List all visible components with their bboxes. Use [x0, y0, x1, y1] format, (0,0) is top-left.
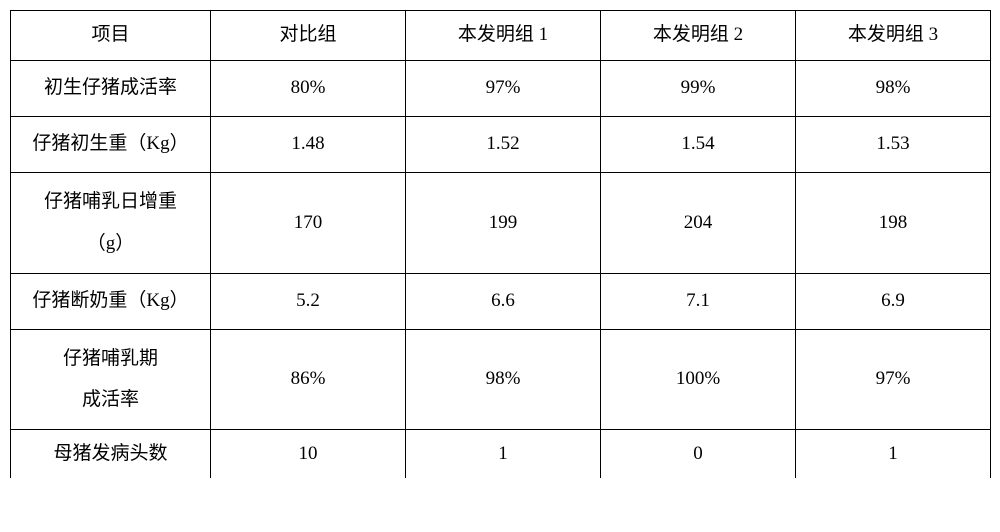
row-value: 1.52: [406, 117, 601, 173]
row-value: 99%: [601, 61, 796, 117]
row-label-line1: 仔猪哺乳期: [63, 348, 158, 369]
row-value: 0: [601, 430, 796, 478]
header-cell-2: 本发明组 1: [406, 11, 601, 61]
row-value: 6.9: [796, 273, 991, 329]
row-value: 80%: [211, 61, 406, 117]
row-value: 1.48: [211, 117, 406, 173]
header-cell-4: 本发明组 3: [796, 11, 991, 61]
header-cell-1: 对比组: [211, 11, 406, 61]
table-row: 母猪发病头数 10 1 0 1: [11, 430, 991, 478]
row-label-line2: 成活率: [82, 389, 139, 410]
row-value: 1: [796, 430, 991, 478]
header-cell-0: 项目: [11, 11, 211, 61]
table-row: 初生仔猪成活率 80% 97% 99% 98%: [11, 61, 991, 117]
row-label: 仔猪初生重（Kg）: [11, 117, 211, 173]
row-label-line1: 仔猪哺乳日增重: [44, 191, 177, 212]
row-value: 98%: [406, 329, 601, 430]
table-row: 仔猪断奶重（Kg） 5.2 6.6 7.1 6.9: [11, 273, 991, 329]
row-value: 97%: [406, 61, 601, 117]
row-value: 97%: [796, 329, 991, 430]
row-label: 初生仔猪成活率: [11, 61, 211, 117]
row-label: 仔猪断奶重（Kg）: [11, 273, 211, 329]
table-header-row: 项目 对比组 本发明组 1 本发明组 2 本发明组 3: [11, 11, 991, 61]
row-value: 204: [601, 173, 796, 274]
row-value: 86%: [211, 329, 406, 430]
table-row: 仔猪初生重（Kg） 1.48 1.52 1.54 1.53: [11, 117, 991, 173]
row-value: 100%: [601, 329, 796, 430]
row-label: 仔猪哺乳期 成活率: [11, 329, 211, 430]
row-value: 1.53: [796, 117, 991, 173]
row-value: 170: [211, 173, 406, 274]
table-row: 仔猪哺乳日增重 （g） 170 199 204 198: [11, 173, 991, 274]
row-value: 199: [406, 173, 601, 274]
row-value: 10: [211, 430, 406, 478]
row-label-line2: （g）: [87, 233, 135, 254]
row-value: 98%: [796, 61, 991, 117]
table-row: 仔猪哺乳期 成活率 86% 98% 100% 97%: [11, 329, 991, 430]
row-value: 7.1: [601, 273, 796, 329]
row-value: 1.54: [601, 117, 796, 173]
row-label: 母猪发病头数: [11, 430, 211, 478]
row-value: 5.2: [211, 273, 406, 329]
row-value: 6.6: [406, 273, 601, 329]
data-table: 项目 对比组 本发明组 1 本发明组 2 本发明组 3 初生仔猪成活率 80% …: [10, 10, 991, 478]
row-value: 198: [796, 173, 991, 274]
row-label: 仔猪哺乳日增重 （g）: [11, 173, 211, 274]
row-value: 1: [406, 430, 601, 478]
header-cell-3: 本发明组 2: [601, 11, 796, 61]
